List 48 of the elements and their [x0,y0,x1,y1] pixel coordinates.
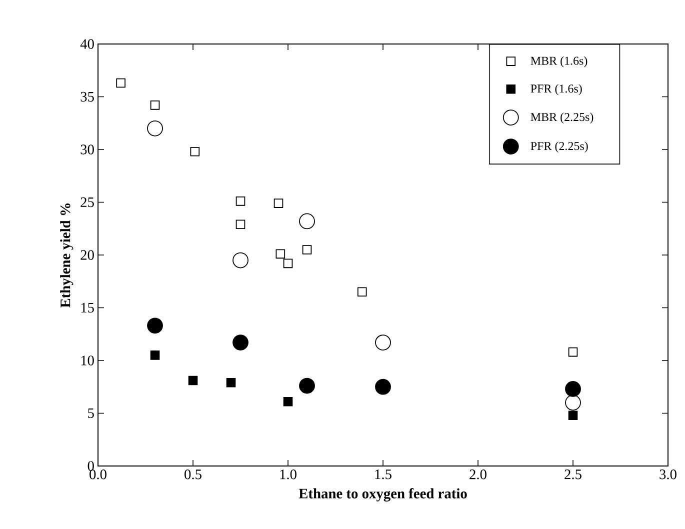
y-tick-label: 25 [80,197,94,208]
legend-label: PFR (2.25s) [530,142,588,153]
point [375,378,391,395]
point [188,376,198,386]
y-tick-label: 35 [80,92,94,102]
x-tick-label: 1.5 [375,470,392,480]
x-tick-label: 3.0 [660,470,676,480]
point [299,378,315,394]
y-axis-title: Ethylene yield % [60,204,74,308]
point [357,287,367,297]
legend-label: MBR (2.25s) [530,112,594,124]
point [232,252,248,268]
x-tick-label: 2.0 [470,470,486,480]
x-axis-title: Ethane to oxygen feed ratio [298,488,467,502]
y-tick-label: 5 [88,408,94,418]
y-tick-label: 15 [81,302,94,313]
point [226,378,236,388]
point [283,258,293,268]
y-tick-label: 0 [88,461,94,471]
legend-label: MBR (1.6s) [530,56,588,68]
point [302,245,312,254]
point [150,100,160,110]
y-tick-label: 40 [80,39,94,49]
x-tick-label: 0.5 [184,470,202,480]
x-tick-label: 1.0 [280,470,296,480]
point [565,381,581,397]
point [274,198,284,208]
point [236,196,246,206]
point [568,410,578,420]
x-tick-label: 0.0 [90,470,106,480]
y-tick-label: 30 [80,144,94,154]
legend-label: PFR (1.6s) [530,84,582,96]
point [276,249,286,259]
point [283,396,293,406]
y-tick-label: 10 [81,356,94,366]
y-tick-label: 20 [80,250,94,260]
point [375,334,391,350]
point [190,146,200,156]
point [232,334,248,350]
point [147,318,163,334]
point [116,78,126,88]
point [299,213,315,230]
point [236,220,246,230]
point [147,120,163,136]
point [565,394,581,411]
point [568,347,578,357]
point [150,350,160,360]
x-tick-label: 2.5 [564,470,582,480]
